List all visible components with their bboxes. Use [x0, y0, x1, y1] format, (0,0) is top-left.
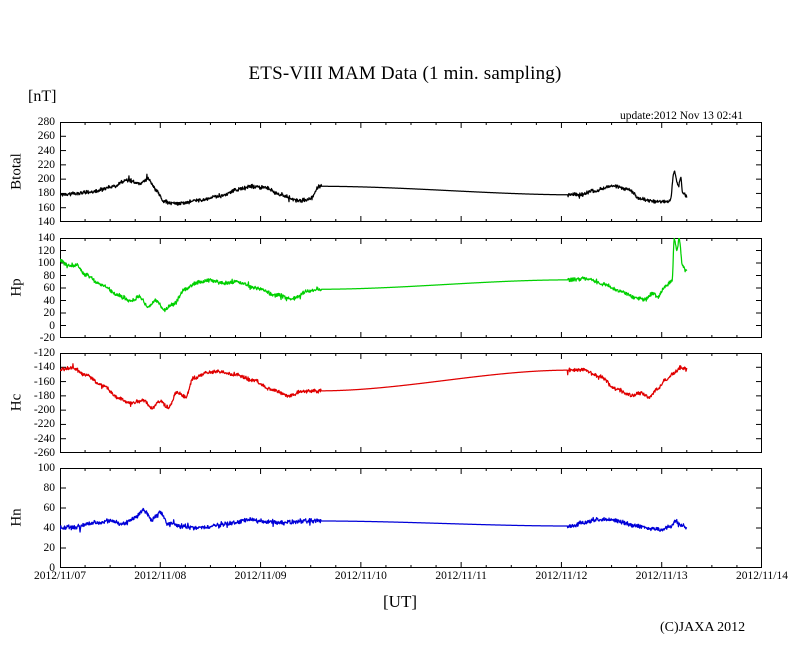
y-tick-label: 40 — [43, 522, 56, 534]
y-tick-label: 0 — [49, 562, 55, 574]
data-trace-hc — [60, 363, 688, 410]
y-axis-label-hn: Hn — [8, 508, 25, 527]
y-tick-label: -160 — [33, 375, 55, 388]
data-trace-btotal — [60, 170, 688, 206]
y-tick-label: 20 — [43, 542, 56, 554]
plot-panel-hc — [60, 353, 762, 453]
y-tick-label: -120 — [33, 347, 55, 359]
y-tick-label: 260 — [37, 130, 55, 143]
y-tick-label: 220 — [37, 158, 55, 171]
copyright-label: (C)JAXA 2012 — [660, 620, 746, 635]
y-tick-label: 140 — [37, 216, 55, 228]
x-tick-label: 2012/11/12 — [535, 570, 588, 582]
plot-panel-hp — [60, 238, 762, 338]
x-tick-label: 2012/11/07 — [34, 570, 86, 582]
x-axis-title: [UT] — [0, 592, 810, 612]
y-tick-label: -240 — [33, 432, 55, 445]
y-tick-label: 240 — [37, 144, 55, 157]
y-axis-label-btotal: Btotal — [8, 153, 25, 190]
y-tick-label: 0 — [49, 319, 55, 332]
y-tick-label: 100 — [37, 257, 55, 269]
y-tick-label: -20 — [39, 332, 55, 344]
y-tick-label: 80 — [43, 269, 56, 282]
plot-frame-hn — [60, 468, 762, 568]
data-trace-hp — [60, 238, 688, 313]
page-title: ETS-VIII MAM Data (1 min. sampling) — [248, 63, 562, 84]
y-tick-label: 60 — [43, 282, 56, 294]
update-timestamp: update:2012 Nov 13 02:41 — [620, 110, 743, 122]
y-tick-label: 120 — [37, 244, 55, 257]
x-tick-label: 2012/11/11 — [435, 570, 487, 582]
y-tick-label: -180 — [33, 389, 55, 402]
y-axis-label-hc: Hc — [8, 393, 25, 412]
plot-frame-btotal — [60, 122, 762, 222]
data-trace-hn — [60, 507, 688, 533]
y-tick-label: -260 — [33, 447, 55, 459]
x-tick-label: 2012/11/08 — [134, 570, 187, 582]
y-tick-label: 20 — [43, 307, 56, 319]
y-tick-label: 100 — [37, 462, 55, 474]
y-tick-label: 60 — [43, 502, 56, 514]
x-axis-ticks: 2012/11/07 2012/11/08 2012/11/09 2012/11/10… — [0, 570, 810, 588]
y-unit-label: [nT] — [28, 88, 57, 105]
plot-panel-btotal — [60, 122, 762, 222]
plot-panel-hn — [60, 468, 762, 568]
x-axis-title-text: [UT] — [383, 592, 417, 611]
trace-canvas-hn — [60, 468, 762, 568]
y-tick-label: 280 — [37, 116, 55, 128]
plot-frame-hc — [60, 353, 762, 453]
plot-frame-hp — [60, 238, 762, 338]
x-tick-label: 2012/11/09 — [234, 570, 287, 582]
x-tick-label: 2012/11/10 — [334, 570, 387, 582]
trace-canvas-hc — [60, 353, 762, 453]
trace-canvas-btotal — [60, 122, 762, 222]
y-tick-label: 40 — [43, 294, 56, 307]
y-tick-label: 200 — [37, 173, 55, 186]
y-tick-label: -220 — [33, 418, 55, 431]
y-tick-label: 180 — [37, 187, 55, 200]
trace-canvas-hp — [60, 238, 762, 338]
y-tick-label: -140 — [33, 361, 55, 374]
x-tick-label: 2012/11/14 — [736, 570, 788, 582]
y-tick-label: 140 — [37, 232, 55, 244]
y-axis-label-hp: Hp — [8, 278, 25, 297]
y-tick-label: 80 — [43, 482, 56, 494]
y-tick-label: -200 — [33, 404, 55, 417]
x-tick-label: 2012/11/13 — [635, 570, 688, 582]
y-tick-label: 160 — [37, 201, 55, 214]
